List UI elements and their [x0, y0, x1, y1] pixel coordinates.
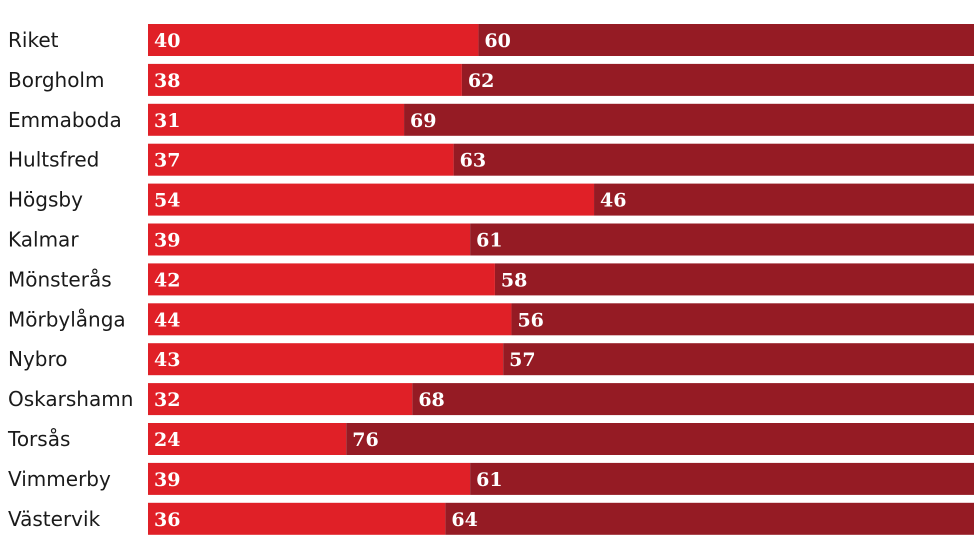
- value-label: 61: [476, 230, 502, 252]
- value-label: 42: [154, 269, 180, 291]
- category-label: Nybro: [8, 347, 68, 371]
- bar-segment-1: [148, 343, 504, 376]
- bar-segment-2: [503, 343, 974, 376]
- value-label: 54: [154, 190, 180, 212]
- category-label: Riket: [8, 28, 59, 52]
- category-label: Mönsterås: [8, 267, 112, 291]
- value-label: 36: [154, 509, 180, 531]
- bar-segment-2: [412, 383, 974, 416]
- bar-segment-2: [445, 502, 974, 535]
- value-label: 40: [154, 30, 180, 52]
- bar-segment-1: [148, 462, 471, 495]
- bar-segment-2: [346, 423, 974, 455]
- value-label: 76: [352, 429, 378, 451]
- value-label: 60: [484, 30, 510, 52]
- bar-segment-2: [461, 63, 974, 96]
- value-label: 58: [501, 269, 527, 291]
- bar-segment-1: [148, 263, 495, 296]
- bar-segment-2: [494, 263, 974, 296]
- value-label: 61: [476, 469, 502, 491]
- bar-segment-1: [148, 423, 347, 455]
- category-label: Västervik: [8, 507, 101, 531]
- bar-segment-1: [148, 143, 454, 176]
- bar-segment-1: [148, 502, 446, 535]
- value-label: 64: [451, 509, 477, 531]
- value-label: 68: [418, 389, 444, 411]
- category-label: Oskarshamn: [8, 387, 133, 411]
- bar-segment-1: [148, 183, 595, 216]
- value-label: 56: [517, 309, 543, 331]
- value-label: 62: [468, 70, 494, 92]
- value-label: 63: [460, 150, 486, 172]
- bar-segment-2: [478, 24, 974, 56]
- value-label: 57: [509, 349, 535, 371]
- bar-segment-1: [148, 223, 471, 256]
- value-label: 43: [154, 349, 180, 371]
- bar-segment-1: [148, 63, 462, 96]
- category-label: Hultsfred: [8, 148, 99, 172]
- bar-segment-1: [148, 103, 405, 136]
- bar-segment-2: [453, 143, 974, 176]
- bar-segment-2: [511, 303, 974, 336]
- value-label: 44: [154, 309, 180, 331]
- value-label: 38: [154, 70, 180, 92]
- value-label: 69: [410, 110, 436, 132]
- value-label: 24: [154, 429, 180, 451]
- bar-segment-2: [594, 183, 974, 216]
- bar-segment-2: [470, 462, 974, 495]
- category-label: Emmaboda: [8, 108, 122, 132]
- bar-segment-2: [470, 223, 974, 256]
- value-label: 37: [154, 150, 180, 172]
- bar-segment-1: [148, 303, 512, 336]
- bar-segment-2: [404, 103, 974, 136]
- category-label: Mörbylånga: [8, 307, 126, 331]
- value-label: 46: [600, 190, 626, 212]
- bar-segment-1: [148, 383, 413, 416]
- category-label: Högsby: [8, 188, 83, 212]
- category-label: Torsås: [7, 427, 70, 451]
- category-label: Borgholm: [8, 68, 104, 92]
- bar-segment-1: [148, 24, 479, 56]
- value-label: 31: [154, 110, 180, 132]
- value-label: 39: [154, 469, 180, 491]
- category-label: Kalmar: [8, 228, 79, 252]
- category-label: Vimmerby: [8, 467, 111, 491]
- value-label: 32: [154, 389, 180, 411]
- value-label: 39: [154, 230, 180, 252]
